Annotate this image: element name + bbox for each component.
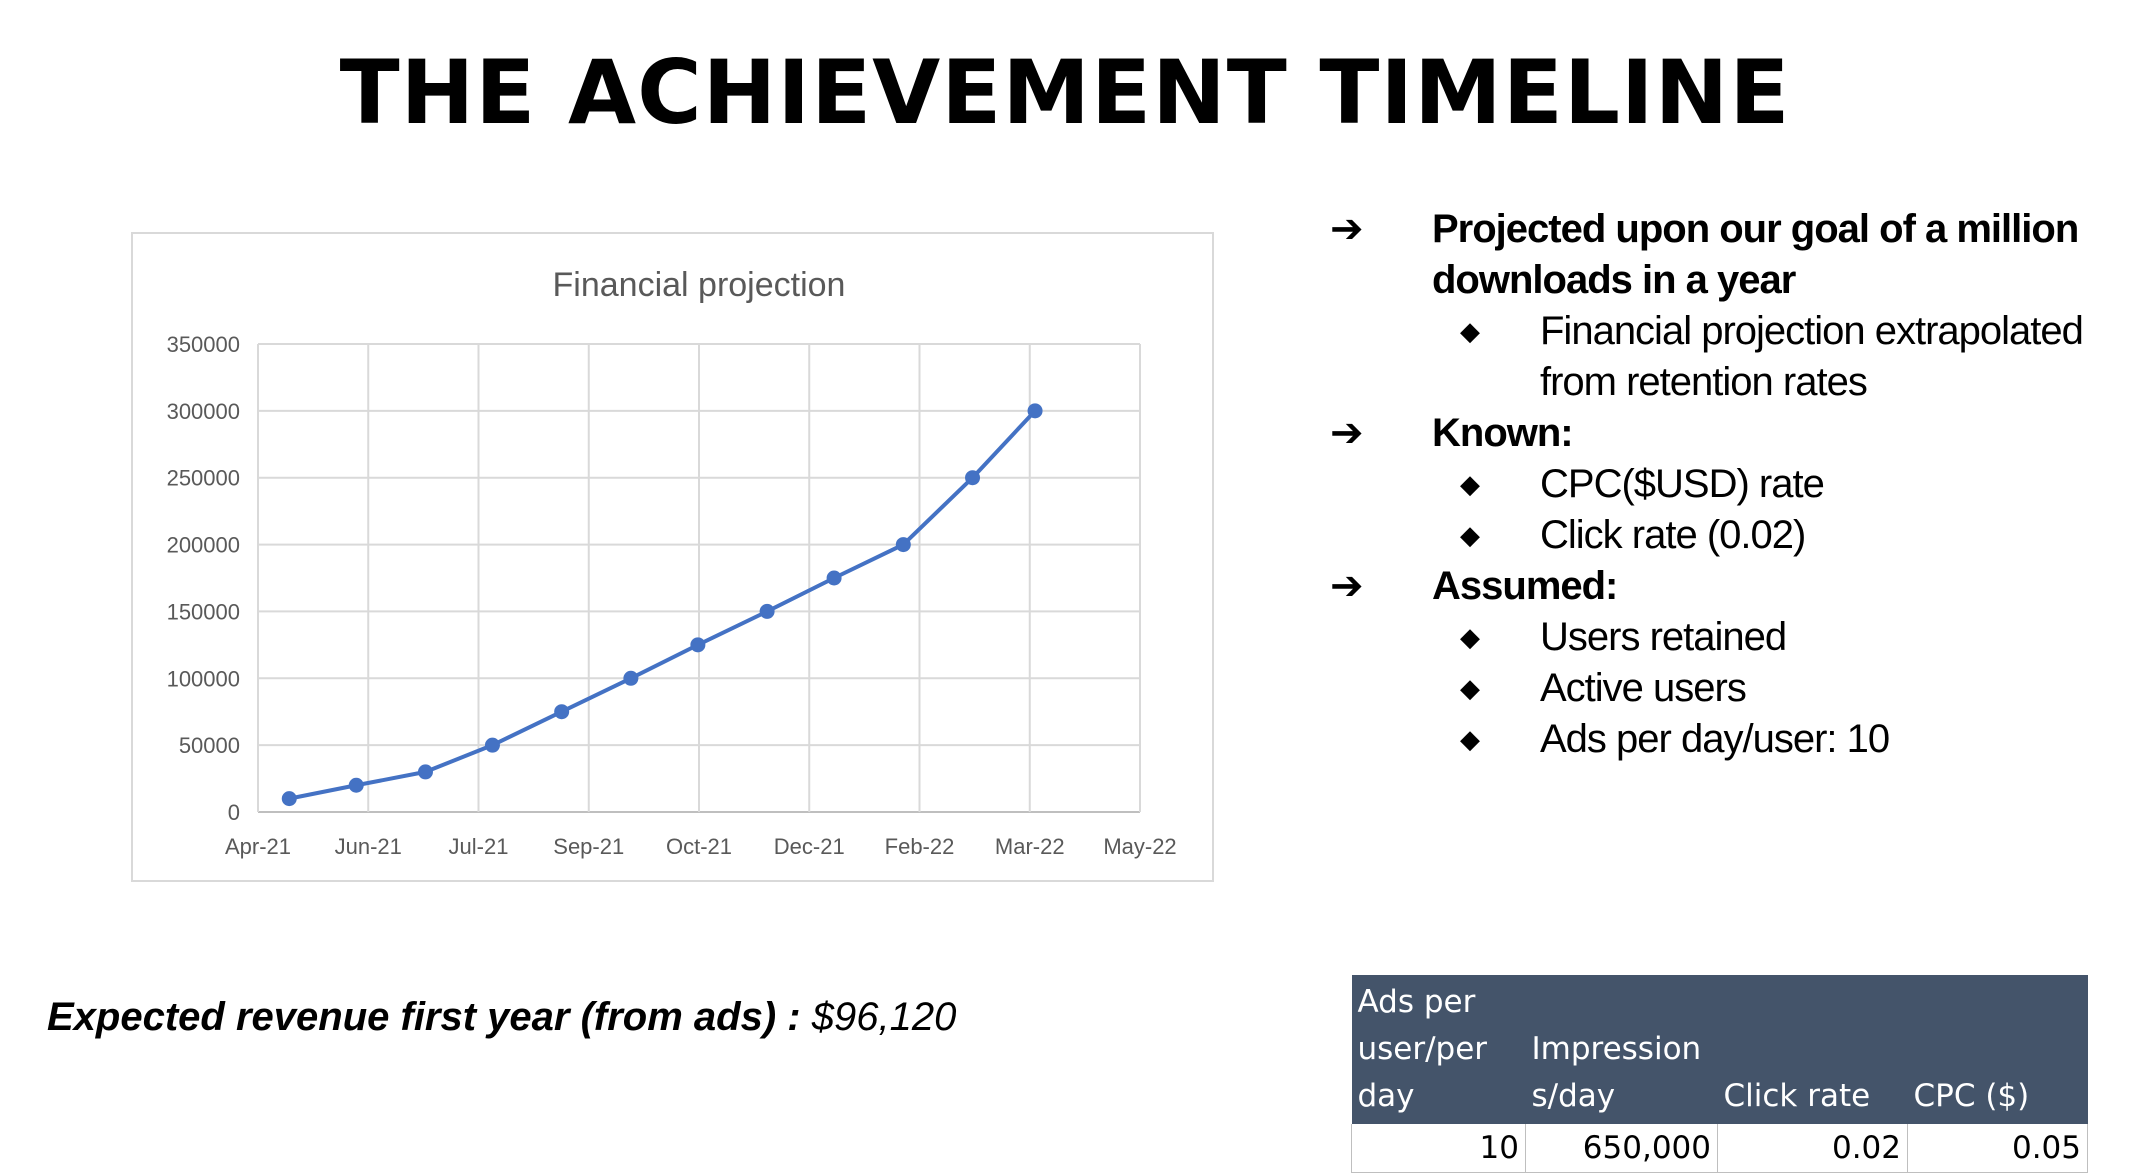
- x-tick-label: Dec-21: [774, 834, 845, 859]
- bullet-goal-text: Projected upon our goal of a million dow…: [1432, 207, 2079, 302]
- data-point: [623, 670, 639, 686]
- arrow-icon: ➔: [1330, 564, 1364, 608]
- x-tick-label: Sep-21: [553, 834, 624, 859]
- x-tick-label: May-22: [1103, 834, 1176, 859]
- sub-bullet: ◆ CPC($USD) rate: [1330, 459, 2130, 510]
- sub-bullet-text: Financial projection extrapolated from r…: [1540, 309, 2084, 404]
- financial-projection-chart: Financial projection 0 50000 100000 150000 20…: [131, 232, 1214, 882]
- sub-bullet: ◆ Financial projection extrapolated from…: [1330, 306, 2130, 408]
- y-tick-label: 300000: [167, 399, 240, 424]
- header-click-rate: Click rate: [1717, 975, 1908, 1124]
- y-tick-label: 200000: [167, 533, 240, 558]
- sub-bullet-text: Ads per day/user: 10: [1540, 717, 1890, 761]
- bullet-assumed-text: Assumed:: [1432, 564, 1618, 608]
- data-point: [417, 764, 433, 780]
- bullet-assumed: ➔ Assumed:: [1330, 561, 2130, 612]
- page-title: THE ACHIEVEMENT TIMELINE: [339, 41, 1791, 144]
- diamond-icon: ◆: [1460, 673, 1480, 703]
- data-point: [1027, 403, 1043, 419]
- y-tick-label: 250000: [167, 466, 240, 491]
- x-tick-label: Jul-21: [449, 834, 509, 859]
- x-tick-label: Jun-21: [335, 834, 402, 859]
- revenue-label: Expected revenue first year (from ads) :: [47, 995, 801, 1039]
- bullet-list: ➔ Projected upon our goal of a million d…: [1330, 204, 2130, 765]
- table-row: 10 650,000 0.02 0.05: [1351, 1124, 2088, 1173]
- ads-calculation-table: Ads per user/per day Impression s/day Cl…: [1351, 975, 2088, 1173]
- diamond-icon: ◆: [1460, 622, 1480, 652]
- diamond-icon: ◆: [1460, 469, 1480, 499]
- cell-impressions: 650,000: [1525, 1124, 1718, 1173]
- sub-bullet: ◆ Users retained: [1330, 612, 2130, 663]
- y-tick-label: 100000: [167, 666, 240, 691]
- data-point: [554, 704, 570, 720]
- x-tick-label: Mar-22: [995, 834, 1065, 859]
- revenue-value: $96,120: [811, 995, 957, 1039]
- sub-bullet-text: CPC($USD) rate: [1540, 462, 1825, 506]
- cell-click-rate: 0.02: [1717, 1124, 1908, 1173]
- x-tick-label: Feb-22: [885, 834, 955, 859]
- arrow-icon: ➔: [1330, 207, 1364, 251]
- chart-svg: Financial projection 0 50000 100000 150000 20…: [167, 266, 1177, 859]
- diamond-icon: ◆: [1460, 520, 1480, 550]
- header-impressions: Impression s/day: [1525, 975, 1718, 1124]
- sub-bullet-text: Click rate (0.02): [1540, 513, 1806, 557]
- data-point: [690, 637, 706, 653]
- table-header-row: Ads per user/per day Impression s/day Cl…: [1351, 975, 2088, 1124]
- y-tick-label: 350000: [167, 332, 240, 357]
- diamond-icon: ◆: [1460, 316, 1480, 346]
- data-point: [484, 737, 500, 753]
- x-tick-label: Oct-21: [666, 834, 732, 859]
- sub-bullet-text: Users retained: [1540, 615, 1787, 659]
- data-point: [965, 470, 981, 486]
- data-point: [281, 791, 297, 807]
- cell-cpc: 0.05: [1907, 1124, 2088, 1173]
- chart-title: Financial projection: [553, 266, 846, 304]
- arrow-icon: ➔: [1330, 411, 1364, 455]
- diamond-icon: ◆: [1460, 724, 1480, 754]
- sub-bullet-text: Active users: [1540, 666, 1747, 710]
- header-cpc: CPC ($): [1907, 975, 2088, 1124]
- y-tick-label: 0: [228, 800, 240, 825]
- cell-ads-per-user: 10: [1351, 1124, 1526, 1173]
- sub-bullet: ◆ Ads per day/user: 10: [1330, 714, 2130, 765]
- header-ads-per-user: Ads per user/per day: [1351, 975, 1526, 1124]
- y-tick-label: 50000: [179, 733, 240, 758]
- bullet-known: ➔ Known:: [1330, 408, 2130, 459]
- x-tick-label: Apr-21: [225, 834, 291, 859]
- bullet-known-text: Known:: [1432, 411, 1574, 455]
- y-tick-label: 150000: [167, 599, 240, 624]
- data-point: [826, 570, 842, 586]
- series-line: [288, 409, 1037, 801]
- bullet-goal: ➔ Projected upon our goal of a million d…: [1330, 204, 2130, 306]
- data-point: [759, 603, 775, 619]
- expected-revenue: Expected revenue first year (from ads) :…: [47, 995, 956, 1040]
- data-point: [348, 777, 364, 793]
- sub-bullet: ◆ Click rate (0.02): [1330, 510, 2130, 561]
- data-point: [895, 537, 911, 553]
- sub-bullet: ◆ Active users: [1330, 663, 2130, 714]
